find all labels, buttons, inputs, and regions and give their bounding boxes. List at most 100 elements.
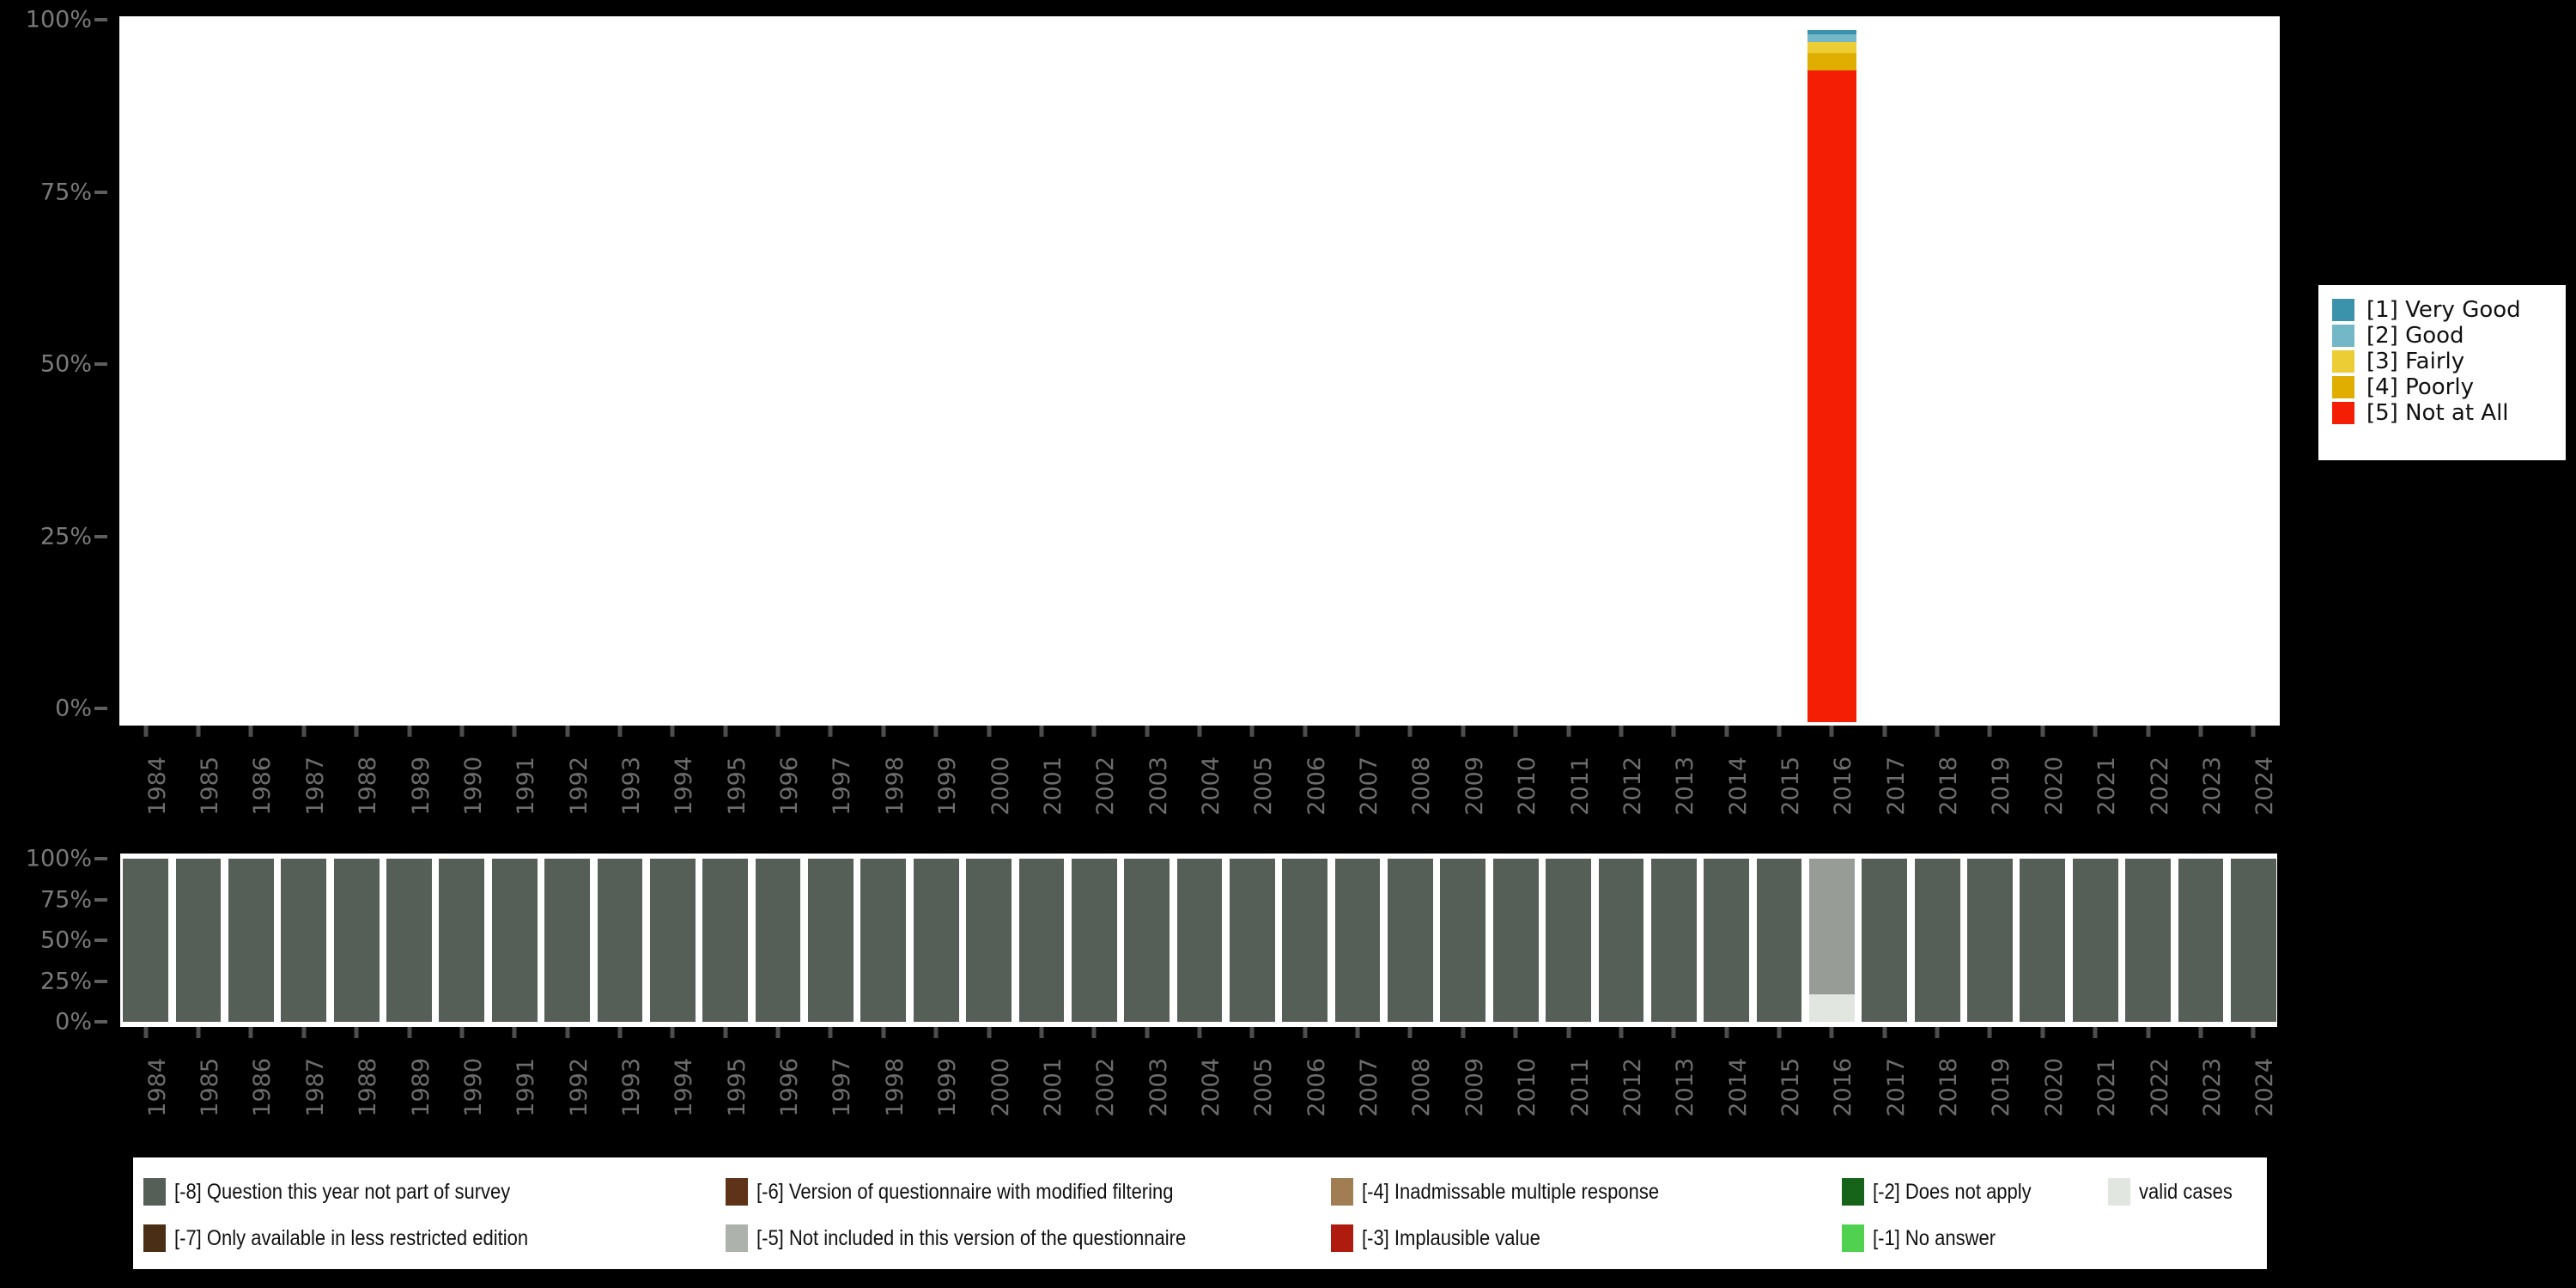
x-tick-label: 1994	[671, 756, 698, 816]
missing-segment	[491, 859, 538, 1022]
missing-bar-column-2024	[2230, 859, 2276, 1022]
value-legend-label: [1] Very Good	[2366, 297, 2521, 323]
lower-x-tick-mark	[1461, 1027, 1466, 1038]
lower-x-tick-mark	[775, 1027, 781, 1038]
lower-x-axis: 1984 1985 1986 1987 1988 1989 1990 1991 1992 1993…	[119, 1027, 2280, 1147]
lower-x-tick-label: 2005	[1250, 1058, 1278, 1117]
missing-legend-swatch	[726, 1224, 748, 1252]
x-tick-label: 2005	[1250, 756, 1278, 816]
bar-segment--2-good	[1807, 33, 1856, 42]
x-tick-mark	[1671, 726, 1676, 737]
x-tick-label: 2017	[1882, 756, 1910, 816]
x-tick-mark	[407, 726, 411, 737]
missing-segment	[649, 859, 696, 1022]
x-tick-label: 2013	[1672, 756, 1699, 816]
lower-y-tick-mark	[94, 979, 107, 983]
missing-legend-item: [-1] No answer	[1842, 1224, 2013, 1252]
missing-bar-column-1996	[755, 859, 801, 1022]
missing-bar-column-2001	[1018, 859, 1065, 1022]
x-tick-label: 2006	[1303, 756, 1330, 816]
value-legend: [1] Very Good [2] Good [3] Fairly [4] Poorl…	[2318, 285, 2566, 460]
x-tick-mark	[1303, 726, 1308, 737]
x-tick-label: 1989	[407, 756, 434, 816]
y-tick-mark	[94, 707, 107, 710]
missing-bar-column-2011	[1546, 859, 1591, 1022]
lower-x-tick-label: 1994	[671, 1058, 698, 1117]
lower-x-tick-label: 2019	[1988, 1058, 2015, 1117]
lower-x-tick-mark	[248, 1027, 253, 1038]
lower-x-tick-label: 2003	[1145, 1058, 1172, 1117]
missing-bar-column-1984	[123, 859, 169, 1022]
missing-bar-column-1999	[913, 859, 959, 1022]
lower-x-tick-mark	[1039, 1027, 1044, 1038]
missing-legend-item: [-4] Inadmissable multiple response	[1331, 1178, 1699, 1206]
missing-bar-column-1998	[860, 859, 907, 1022]
lower-x-tick-label: 1995	[723, 1058, 750, 1117]
missing-segment	[1018, 859, 1065, 1022]
lower-x-tick-mark	[354, 1027, 359, 1038]
value-legend-label: [4] Poorly	[2366, 374, 2474, 400]
x-tick-label: 1992	[565, 756, 592, 816]
y-tick-mark	[94, 18, 107, 21]
y-tick-label: 25%	[39, 523, 92, 550]
x-tick-label: 2021	[2093, 756, 2121, 816]
x-tick-label: 2003	[1145, 756, 1172, 816]
x-tick-mark	[301, 726, 307, 737]
x-tick-mark	[565, 726, 570, 737]
lower-x-tick-label: 1984	[143, 1058, 171, 1117]
missing-legend-label: [-6] Version of questionnaire with modif…	[756, 1179, 1174, 1204]
missing-segment	[1546, 859, 1591, 1022]
missing-segment	[544, 859, 590, 1022]
missing-bar-column-2016	[1809, 859, 1855, 1022]
lower-x-tick-mark	[1145, 1027, 1150, 1038]
x-tick-label: 2016	[1830, 756, 1857, 816]
lower-x-tick-mark	[617, 1027, 623, 1038]
y-tick-label: 75%	[39, 179, 92, 205]
lower-x-tick-label: 2001	[1039, 1058, 1066, 1117]
lower-x-tick-mark	[723, 1027, 728, 1038]
x-tick-mark	[1882, 726, 1887, 737]
y-tick-mark	[94, 362, 107, 366]
lower-x-tick-label: 2000	[987, 1058, 1014, 1117]
lower-x-tick-mark	[301, 1027, 307, 1038]
lower-x-tick-label: 2011	[1566, 1058, 1594, 1117]
lower-x-tick-mark	[1987, 1027, 1992, 1038]
x-tick-mark	[617, 726, 623, 737]
x-tick-label: 2011	[1566, 756, 1594, 816]
lower-x-tick-mark	[1724, 1027, 1729, 1038]
lower-x-tick-mark	[196, 1027, 201, 1038]
lower-y-tick-mark	[94, 897, 107, 902]
lower-x-tick-mark	[459, 1027, 465, 1038]
x-tick-mark	[2251, 726, 2256, 737]
x-tick-label: 1993	[617, 756, 645, 816]
missing-bar-column-2018	[1914, 859, 1960, 1022]
missing-bar-column-2012	[1598, 859, 1644, 1022]
value-legend-swatch	[2332, 402, 2354, 424]
missing-bar-column-1990	[439, 859, 485, 1022]
bar-column-2016	[1807, 16, 1856, 726]
missing-segment	[1704, 859, 1750, 1022]
missing-legend-item: [-7] Only available in less restricted e…	[143, 1224, 576, 1252]
lower-x-tick-mark	[1303, 1027, 1308, 1038]
missing-segment	[913, 859, 959, 1022]
x-tick-mark	[1039, 726, 1044, 737]
x-tick-label: 2018	[1935, 756, 1963, 816]
lower-x-tick-label: 2021	[2093, 1058, 2121, 1117]
missing-legend-swatch	[726, 1178, 748, 1206]
x-tick-mark	[1461, 726, 1466, 737]
missing-segment	[175, 859, 222, 1022]
missing-bar-column-1994	[649, 859, 696, 1022]
lower-x-tick-mark	[1566, 1027, 1571, 1038]
missing-bar-column-2000	[966, 859, 1012, 1022]
lower-x-tick-label: 1992	[565, 1058, 592, 1117]
value-legend-label: [3] Fairly	[2366, 349, 2465, 374]
x-tick-mark	[143, 726, 149, 737]
missing-legend-label: [-5] Not included in this version of the…	[756, 1225, 1187, 1250]
missing-legend-item: valid cases	[2108, 1178, 2245, 1206]
lower-x-tick-label: 1990	[459, 1058, 487, 1117]
missing-segment	[860, 859, 907, 1022]
missing-bar-column-2019	[1967, 859, 2013, 1022]
lower-x-tick-mark	[670, 1027, 675, 1038]
missing-segment	[597, 859, 643, 1022]
lower-x-tick-mark	[1091, 1027, 1097, 1038]
